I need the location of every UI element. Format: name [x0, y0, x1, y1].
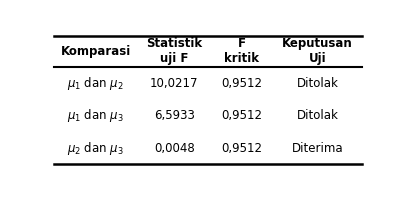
Text: Diterima: Diterima [291, 142, 343, 154]
Text: $\mu_1$ dan $\mu_3$: $\mu_1$ dan $\mu_3$ [67, 107, 124, 124]
Text: 0,9512: 0,9512 [221, 76, 262, 90]
Text: Komparasi: Komparasi [60, 45, 130, 58]
Text: Ditolak: Ditolak [296, 109, 338, 122]
Text: F
kritik: F kritik [224, 37, 259, 65]
Text: 0,9512: 0,9512 [221, 109, 262, 122]
Text: Ditolak: Ditolak [296, 76, 338, 90]
Text: 6,5933: 6,5933 [153, 109, 194, 122]
Text: Keputusan
Uji: Keputusan Uji [281, 37, 352, 65]
Text: $\mu_2$ dan $\mu_3$: $\mu_2$ dan $\mu_3$ [67, 139, 124, 157]
Text: $\mu_1$ dan $\mu_2$: $\mu_1$ dan $\mu_2$ [67, 75, 124, 91]
Text: Statistik
uji F: Statistik uji F [146, 37, 202, 65]
Text: 10,0217: 10,0217 [149, 76, 198, 90]
Text: 0,0048: 0,0048 [153, 142, 194, 154]
Text: 0,9512: 0,9512 [221, 142, 262, 154]
